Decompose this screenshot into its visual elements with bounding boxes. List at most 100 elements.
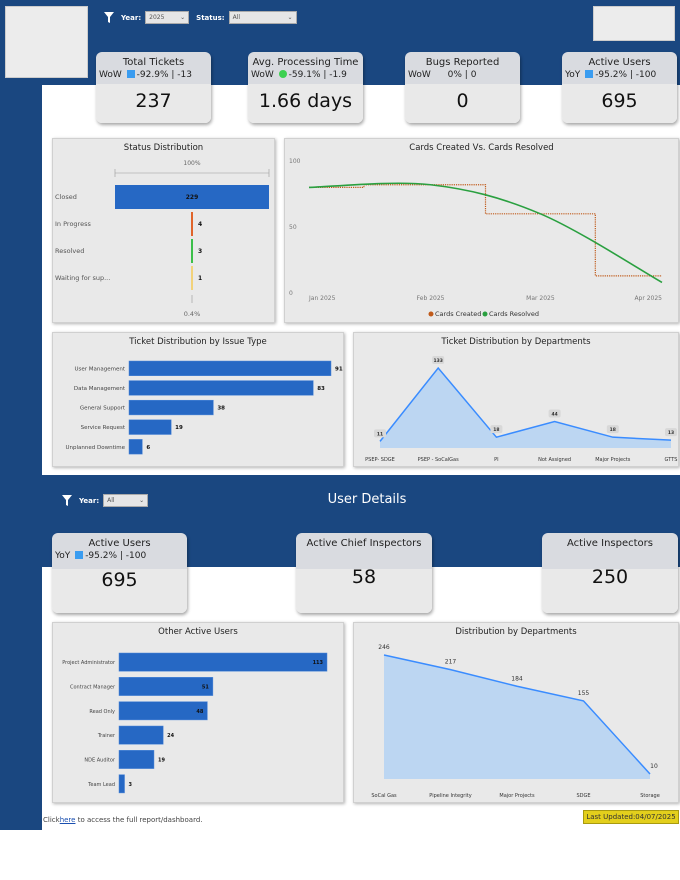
panel-title: Other Active Users <box>158 627 238 637</box>
user-departments-panel: Distribution by Departments 246 SoCal Gas 2… <box>353 622 679 803</box>
data-label-bg <box>432 356 445 364</box>
card-value: 250 <box>591 566 629 588</box>
y-tick-label: 50 <box>289 224 297 231</box>
filter-bar: Year: 2025 ⌄ Status: All ⌄ <box>104 11 297 24</box>
category-label: Pipeline Integrity <box>429 793 471 799</box>
bar <box>128 360 332 376</box>
full-report-link[interactable]: here <box>59 816 76 824</box>
card-delta: WoW 0% | 0 <box>408 70 477 80</box>
bar <box>115 185 269 209</box>
bar <box>118 701 208 721</box>
issue-type-panel: Ticket Distribution by Issue Type User Ma… <box>52 332 344 467</box>
area-fill <box>384 655 650 779</box>
data-label: 24 <box>167 733 174 739</box>
panel-title: Ticket Distribution by Departments <box>441 337 591 347</box>
ticket-departments-chart: 11 PSEP- SDGE 133 PSEP - SoCalGas 18 PI 44 Not … <box>365 356 677 463</box>
data-label: 184 <box>511 675 523 682</box>
panel-title: Cards Created Vs. Cards Resolved <box>409 143 554 153</box>
footer-text: Clickhere to access the full report/dash… <box>43 816 203 824</box>
data-label: 91 <box>335 366 343 372</box>
status-value: All <box>232 14 241 21</box>
down-arrow-icon <box>585 70 594 78</box>
category-label: PSEP- SDGE <box>365 457 395 463</box>
cards-created-resolved-chart: 0 50 100 Jan 2025 Feb 2025 Mar 2025 Apr 2025 Ca… <box>289 158 663 318</box>
year-value: All <box>107 497 115 504</box>
card-delta: YoY -95.2% | -100 <box>55 551 147 561</box>
scale-line <box>114 169 270 177</box>
logo-right <box>593 6 675 41</box>
other-active-users-chart: Project Administrator 113 Contract Manager… <box>62 652 328 794</box>
x-tick-label: Jan 2025 <box>308 295 336 302</box>
bar <box>191 239 193 263</box>
data-label: 133 <box>433 358 442 364</box>
card-value: 695 <box>601 90 638 112</box>
kpi-card-avg-processing-time: Avg. Processing Time WoW -59.1% | -1.9 1… <box>248 52 363 123</box>
data-label: 3 <box>198 248 202 255</box>
panel-title: Ticket Distribution by Issue Type <box>129 337 267 347</box>
bar <box>128 399 214 416</box>
data-label-bg <box>606 425 619 434</box>
x-tick-label: Feb 2025 <box>417 295 445 302</box>
data-label-bg <box>665 428 677 437</box>
category-label: Contract Manager <box>70 684 116 690</box>
card-title: Active Users <box>88 538 151 549</box>
bar <box>118 774 125 794</box>
category-label: Major Projects <box>595 457 631 463</box>
category-label: Unplanned Downtime <box>65 445 125 451</box>
data-label-bg <box>490 425 503 434</box>
status-dot-icon <box>278 70 287 78</box>
y-tick-label: 0 <box>289 290 293 297</box>
data-label: 18 <box>493 427 499 433</box>
scale-bottom-label: 0.4% <box>184 310 201 318</box>
panel-title: Status Distribution <box>123 143 204 153</box>
cards-created-resolved-panel: Cards Created Vs. Cards Resolved 0 50 100 Ja… <box>284 138 679 323</box>
category-label: SoCal Gas <box>371 793 397 799</box>
data-label: 6 <box>146 445 150 451</box>
card-title: Avg. Processing Time <box>252 57 359 68</box>
data-label: 44 <box>551 412 557 418</box>
filter-icon <box>62 495 72 506</box>
kpi-card-chief-inspectors: Active Chief Inspectors 58 <box>296 533 432 613</box>
category-label: Team Lead <box>87 782 115 788</box>
status-label: Status: <box>196 13 225 22</box>
data-label: 113 <box>313 660 324 666</box>
category-label: Not Assigned <box>538 457 571 463</box>
data-label: 19 <box>158 757 165 763</box>
bar <box>128 439 143 455</box>
category-label: Read Only <box>89 709 115 715</box>
data-label: 19 <box>175 425 183 431</box>
other-active-users-panel: Other Active Users Project Administrator 1… <box>52 622 344 803</box>
bar <box>118 677 214 696</box>
bar <box>191 212 193 236</box>
status-dropdown[interactable]: All ⌄ <box>228 11 297 24</box>
year-dropdown[interactable]: 2025 ⌄ <box>145 11 190 24</box>
category-label: Data Management <box>74 386 126 392</box>
category-label: User Management <box>74 366 125 372</box>
data-label: 155 <box>578 690 590 697</box>
status-distribution-panel: Status Distribution 100% Closed 229 In Progr… <box>52 138 275 323</box>
category-label: General Support <box>80 406 126 412</box>
card-value: 695 <box>101 569 138 591</box>
bar <box>118 652 328 672</box>
data-label: 4 <box>198 221 202 228</box>
chevron-down-icon: ⌄ <box>180 14 186 21</box>
bar <box>118 750 155 769</box>
user-year-dropdown[interactable]: All ⌄ <box>103 494 149 507</box>
card-delta: YoY -95.2% | -100 <box>565 70 657 80</box>
user-departments-chart: 246 SoCal Gas 217 Pipeline Integrity 184 Majo… <box>371 644 659 799</box>
legend-marker-created <box>428 311 434 317</box>
scale-top-label: 100% <box>183 160 200 167</box>
category-label: Major Projects <box>499 793 535 799</box>
last-updated-badge: Last Updated:04/07/2025 <box>583 810 679 824</box>
category-label: Resolved <box>55 247 84 255</box>
kpi-card-bugs-reported: Bugs Reported WoW 0% | 0 0 <box>405 52 520 123</box>
card-title: Total Tickets <box>122 57 185 68</box>
year-label: Year: <box>79 496 100 505</box>
ticket-departments-panel: Ticket Distribution by Departments 11 PSEP… <box>353 332 679 467</box>
series-line-cards-resolved <box>308 182 663 284</box>
kpi-card-active-users: Active Users YoY -95.2% | -100 695 <box>52 533 187 613</box>
status-distribution-chart: 100% Closed 229 In Progress 4 Resolved 3 Waitin… <box>55 160 270 318</box>
category-label: NDE Auditor <box>84 757 116 763</box>
data-label: 246 <box>378 644 390 651</box>
category-label: PI <box>494 457 499 463</box>
